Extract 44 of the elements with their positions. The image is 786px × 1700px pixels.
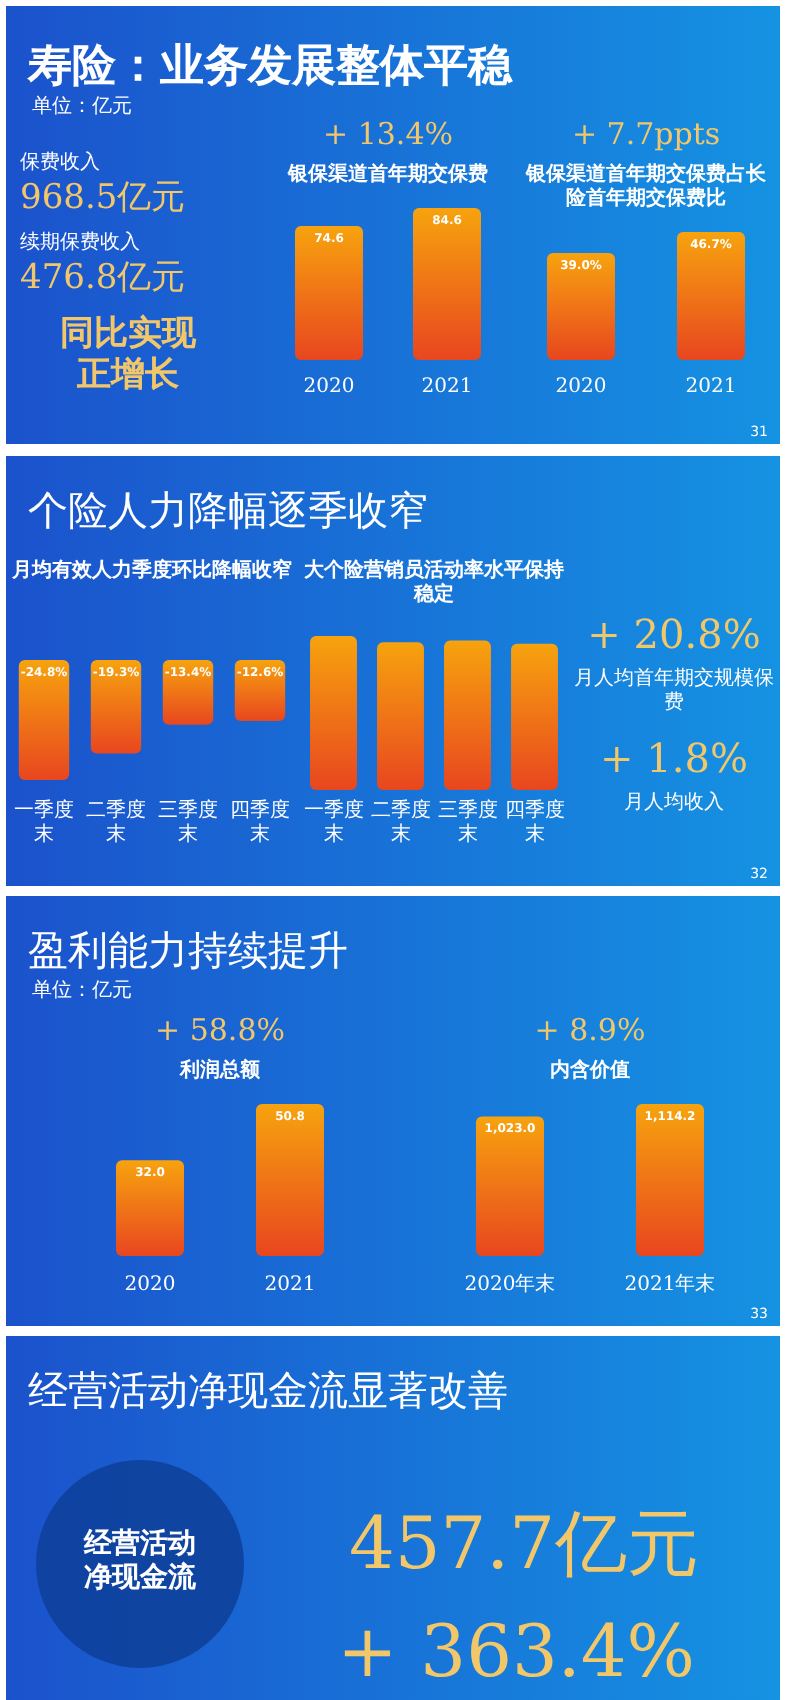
x-tick-label: 2020	[303, 376, 355, 398]
x-tick-label: 2020	[124, 1274, 176, 1296]
chart-title: 利润总额	[178, 1058, 262, 1082]
x-tick-label: 2020年末	[464, 1272, 556, 1296]
x-tick-label: 2020	[555, 376, 607, 398]
text: 457.7亿元	[348, 1504, 700, 1586]
text: 续期保费收入	[20, 230, 140, 254]
text: 寿险：业务发展整体平稳	[26, 40, 514, 92]
text: + 13.4%	[323, 116, 453, 152]
x-tick-label: 三季度末	[437, 798, 498, 846]
text: 同比实现正增长	[60, 314, 198, 395]
x-tick-label: 2021	[264, 1274, 316, 1296]
x-tick-label: 二季度末	[86, 798, 146, 846]
chart-title: 月均有效人力季度环比降幅收窄	[10, 558, 292, 582]
text: 月人均收入	[624, 790, 724, 814]
x-tick-label: 四季度末	[230, 798, 290, 846]
x-tick-label: 一季度末	[14, 798, 74, 846]
text: + 1.8%	[600, 734, 748, 782]
x-tick-label: 2021	[421, 376, 473, 398]
chart-title: 银保渠道首年期交保费	[286, 162, 488, 186]
text: 经营活动净现金流显著改善	[28, 1366, 508, 1414]
x-tick-label: 一季度末	[303, 798, 364, 846]
text: 单位：亿元	[32, 978, 132, 1002]
text: 盈利能力持续提升	[28, 926, 348, 974]
text: + 7.7ppts	[571, 116, 721, 152]
text: 保费收入	[20, 150, 100, 174]
x-tick-label: 二季度末	[370, 798, 431, 846]
text: 单位：亿元	[32, 94, 132, 118]
text: 月人均首年期交规模保费	[574, 666, 774, 714]
text: + 58.8%	[155, 1012, 285, 1048]
x-tick-label: 四季度末	[504, 798, 565, 846]
x-tick-label: 2021	[685, 376, 737, 398]
x-tick-label: 2021年末	[624, 1272, 716, 1296]
text: 经营活动净现金流	[82, 1528, 198, 1594]
text: 个险人力降幅逐季收窄	[28, 486, 428, 534]
chart-title: 银保渠道首年期交保费占长险首年期交保费比	[524, 162, 768, 210]
text: + 20.8%	[587, 610, 761, 658]
text: + 8.9%	[534, 1012, 646, 1048]
text: + 363.4%	[337, 1612, 695, 1694]
text: 968.5亿元	[20, 178, 186, 218]
text: 476.8亿元	[20, 258, 186, 298]
chart-title: 内含价值	[550, 1058, 630, 1082]
chart-title: 大个险营销员活动率水平保持稳定	[302, 558, 564, 606]
x-tick-label: 三季度末	[158, 798, 218, 846]
